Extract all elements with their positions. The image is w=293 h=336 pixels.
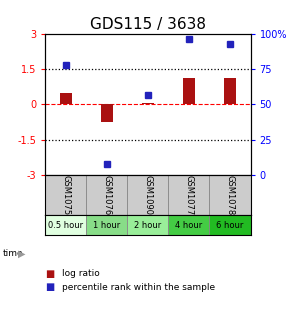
Text: percentile rank within the sample: percentile rank within the sample: [62, 283, 215, 292]
Text: 6 hour: 6 hour: [216, 221, 244, 230]
Text: GSM1077: GSM1077: [185, 175, 193, 215]
Bar: [127, 175, 168, 215]
Bar: [45, 175, 86, 215]
Text: ■: ■: [45, 269, 55, 279]
Bar: [45, 215, 86, 235]
Text: ▶: ▶: [18, 249, 25, 259]
Bar: [86, 175, 127, 215]
Bar: [224, 79, 236, 104]
Text: 1 hour: 1 hour: [93, 221, 121, 230]
Text: 0.5 hour: 0.5 hour: [48, 221, 84, 230]
Text: time: time: [3, 249, 23, 258]
Bar: [168, 175, 209, 215]
Title: GDS115 / 3638: GDS115 / 3638: [90, 17, 206, 33]
Text: GSM1078: GSM1078: [226, 175, 234, 215]
Text: ■: ■: [45, 282, 55, 292]
Text: 4 hour: 4 hour: [175, 221, 203, 230]
Bar: [209, 215, 251, 235]
Bar: [101, 104, 113, 122]
Text: log ratio: log ratio: [62, 269, 99, 278]
Bar: [183, 79, 195, 104]
Text: GSM1075: GSM1075: [62, 175, 70, 215]
Text: 2 hour: 2 hour: [134, 221, 162, 230]
Bar: [60, 93, 72, 104]
Bar: [127, 215, 168, 235]
Text: GSM1076: GSM1076: [103, 175, 111, 215]
Bar: [209, 175, 251, 215]
Text: GSM1090: GSM1090: [144, 175, 152, 215]
Bar: [142, 103, 154, 104]
Bar: [86, 215, 127, 235]
Bar: [168, 215, 209, 235]
